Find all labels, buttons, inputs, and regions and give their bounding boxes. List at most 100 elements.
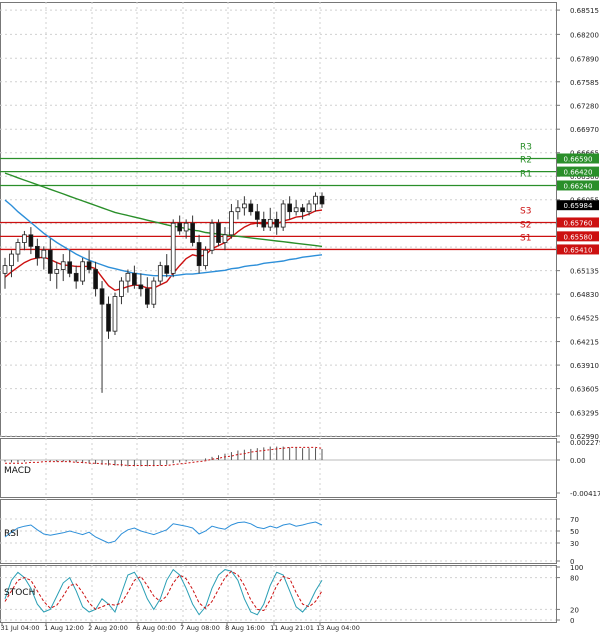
candle-body [177, 222, 183, 232]
candle-body [222, 234, 228, 243]
current-price-label: 0.65984 [564, 202, 593, 210]
candle-body [28, 234, 34, 247]
candle-body [300, 207, 305, 213]
pivot-price-tag-label: 0.66590 [564, 155, 593, 163]
moving-average-line-3 [4, 172, 323, 248]
pivot-label-r1: R1 [520, 169, 532, 179]
macd-tick-label: 0.00 [570, 457, 586, 465]
x-axis-label: 31 Jul 04:00 [1, 624, 40, 632]
rsi-line [4, 521, 323, 544]
candle-body [112, 296, 118, 332]
candle-body [35, 245, 40, 259]
candle-body [119, 280, 124, 297]
rsi-tick-label: 70 [570, 516, 579, 524]
stoch-tick-label: 100 [570, 564, 583, 572]
candle-body [2, 265, 8, 274]
price-panel-frame [0, 2, 557, 437]
price-tick-label: 0.68200 [570, 31, 599, 39]
pivot-label-r3: R3 [520, 142, 532, 152]
candle-body [41, 249, 47, 259]
price-tick-label: 0.65135 [570, 268, 599, 276]
x-axis-label: 11 Aug 21:01 [270, 624, 314, 632]
candle-body [47, 249, 53, 274]
stoch-tick-label: 80 [570, 575, 579, 583]
x-axis-label: 1 Aug 12:00 [44, 624, 84, 632]
stoch-k-line [4, 568, 323, 616]
candle-body [203, 249, 208, 267]
macd-tick-label: 0.002279 [570, 439, 600, 447]
candle-body [138, 284, 144, 290]
stoch-tick-label: 0 [570, 617, 574, 625]
macd-panel-frame [0, 438, 557, 498]
x-axis-label: 8 Aug 16:00 [225, 624, 265, 632]
pivot-label-s2: S2 [520, 220, 531, 230]
candle-body [132, 272, 137, 286]
candle-body [313, 195, 318, 205]
pivot-label-s3: S3 [520, 206, 531, 216]
candle-body [306, 203, 312, 213]
candle-body [151, 280, 157, 305]
candle-body [242, 203, 247, 209]
rsi-label: RSI [4, 529, 19, 539]
candle-body [287, 203, 292, 213]
price-tick-label: 0.66360 [570, 173, 599, 181]
candle-body [170, 222, 176, 274]
macd-label: MACD [4, 466, 31, 476]
pivot-price-tag [557, 153, 599, 164]
stoch-panel-frame [0, 565, 557, 623]
macd-signal-line [5, 446, 323, 466]
candle-body [183, 222, 189, 232]
price-tick-label: 0.63605 [570, 386, 599, 394]
pivot-price-tag [557, 244, 599, 255]
price-tick-label: 0.62990 [570, 433, 599, 441]
rsi-tick-label: 50 [570, 528, 579, 536]
price-tick-label: 0.67585 [570, 79, 599, 87]
candle-body [22, 234, 27, 243]
candle-body [190, 222, 195, 243]
rsi-tick-label: 0 [570, 558, 574, 566]
candle-body [280, 203, 286, 228]
candle-body [86, 261, 92, 270]
pivot-price-tag [557, 231, 599, 242]
x-axis-label: 7 Aug 08:00 [180, 624, 220, 632]
pivot-price-tag [557, 217, 599, 228]
candle-body [235, 207, 241, 213]
candle-body [144, 288, 150, 305]
price-tick-label: 0.67890 [570, 55, 599, 63]
candle-body [106, 303, 111, 332]
candle-body [248, 203, 254, 213]
candle-body [67, 261, 73, 274]
price-tick-label: 0.63295 [570, 409, 599, 417]
candle-body [267, 218, 273, 228]
price-tick-label: 0.68515 [570, 7, 599, 15]
pivot-price-tag-label: 0.66420 [564, 169, 593, 177]
candle-body [9, 253, 14, 267]
x-axis-label: 2 Aug 20:00 [88, 624, 128, 632]
pivot-price-tag [557, 180, 599, 191]
candle-body [261, 218, 267, 228]
x-axis-label: 6 Aug 00:00 [136, 624, 176, 632]
pivot-label-r2: R2 [520, 156, 532, 166]
candle-body [60, 261, 66, 270]
moving-average-line-2 [4, 199, 323, 277]
candle-body [254, 211, 260, 220]
candle-body [164, 265, 170, 274]
candle-body [73, 272, 79, 282]
stoch-tick-label: 20 [570, 606, 579, 614]
pivot-price-tag [557, 166, 599, 177]
candle-body [93, 269, 98, 290]
pivot-price-tag-label: 0.66240 [564, 182, 593, 190]
pivot-label-s1: S1 [520, 233, 531, 243]
x-axis-label: 13 Aug 04:00 [316, 624, 360, 632]
rsi-tick-label: 30 [570, 540, 579, 548]
pivot-price-tag-label: 0.65580 [564, 233, 593, 241]
candle-body [15, 242, 21, 255]
candle-body [319, 195, 325, 205]
price-tick-label: 0.66970 [570, 126, 599, 134]
candle-body [54, 269, 60, 274]
pivot-price-tag-label: 0.65760 [564, 219, 593, 227]
candle-body [157, 265, 163, 282]
rsi-panel-frame [0, 499, 557, 564]
current-price-tag [557, 200, 599, 211]
